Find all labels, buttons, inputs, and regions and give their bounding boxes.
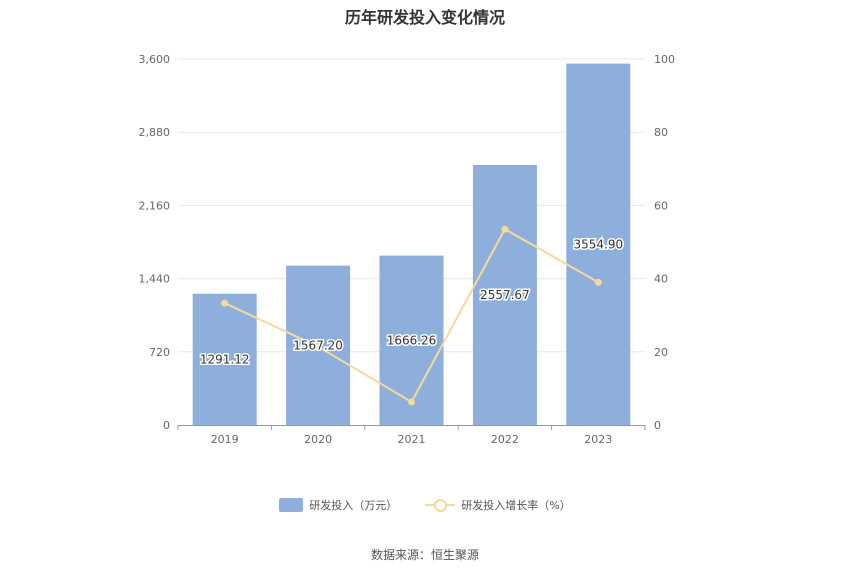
y-right-tick-label: 20 — [654, 346, 668, 359]
y-right-tick-label: 0 — [654, 419, 661, 432]
y-left-tick-label: 2,880 — [139, 126, 171, 139]
growth-rate-point — [408, 398, 415, 406]
legend-bar-label: 研发投入（万元） — [309, 499, 398, 512]
y-right-tick-label: 100 — [654, 53, 675, 66]
y-right-tick-label: 80 — [654, 126, 668, 139]
y-left-tick-label: 1,440 — [139, 273, 171, 286]
legend-bar-swatch — [279, 498, 304, 512]
bar-data-label: 1567.20 — [293, 338, 343, 352]
growth-rate-point — [594, 278, 602, 286]
bar-data-label: 1291.12 — [200, 352, 250, 366]
bar — [379, 255, 444, 425]
bar — [566, 63, 631, 425]
chart-title: 历年研发投入变化情况 — [344, 8, 505, 27]
bar-data-label: 2557.67 — [480, 288, 530, 302]
bar-data-label: 3554.90 — [573, 237, 623, 251]
x-tick-label: 2022 — [491, 433, 519, 446]
bar-data-label: 1666.26 — [387, 333, 437, 347]
y-left-tick-label: 720 — [149, 346, 170, 359]
legend-line-label: 研发投入增长率（%） — [461, 499, 571, 512]
y-left-tick-label: 2,160 — [139, 199, 171, 212]
growth-rate-point — [314, 343, 322, 351]
legend-line-swatch — [425, 498, 456, 512]
data-source: 数据来源：恒生聚源 — [370, 548, 479, 562]
y-right-tick-label: 60 — [654, 199, 668, 212]
bar — [192, 293, 257, 425]
bar — [472, 164, 537, 425]
x-tick-label: 2020 — [304, 433, 332, 446]
legend: 研发投入（万元） 研发投入增长率（%） — [0, 497, 850, 513]
x-tick-label: 2019 — [211, 433, 239, 446]
y-left-tick-label: 3,600 — [139, 53, 171, 66]
y-left-tick-label: 0 — [163, 419, 170, 432]
growth-rate-point — [221, 299, 229, 307]
x-tick-label: 2023 — [584, 433, 612, 446]
growth-rate-point — [501, 225, 509, 233]
legend-item-bar[interactable]: 研发投入（万元） — [279, 497, 397, 513]
x-tick-label: 2021 — [398, 433, 426, 446]
y-right-tick-label: 40 — [654, 273, 668, 286]
legend-item-line[interactable]: 研发投入增长率（%） — [425, 497, 571, 513]
